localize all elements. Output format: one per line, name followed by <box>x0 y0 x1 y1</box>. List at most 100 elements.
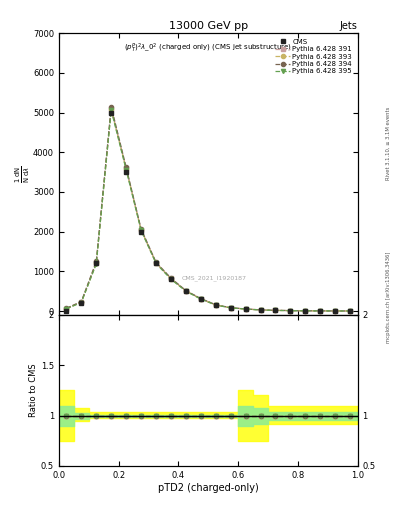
Pythia 6.428 391 <box>109 105 114 112</box>
Pythia 6.428 391 <box>318 308 323 314</box>
Pythia 6.428 391 <box>79 299 84 305</box>
Pythia 6.428 391 <box>258 307 263 313</box>
Pythia 6.428 395 <box>169 276 173 282</box>
Pythia 6.428 395 <box>273 307 278 313</box>
Pythia 6.428 394 <box>228 305 233 311</box>
Pythia 6.428 395 <box>198 296 203 302</box>
Pythia 6.428 394 <box>64 305 69 311</box>
CMS <box>333 308 338 314</box>
CMS <box>348 308 353 314</box>
Pythia 6.428 391 <box>139 227 143 233</box>
Pythia 6.428 395 <box>94 261 99 267</box>
Pythia 6.428 391 <box>169 275 173 282</box>
Pythia 6.428 395 <box>288 308 293 314</box>
Text: $(p_T^P)^2\lambda\_0^2$ (charged only) (CMS jet substructure): $(p_T^P)^2\lambda\_0^2$ (charged only) (… <box>124 42 292 55</box>
Pythia 6.428 391 <box>213 302 218 308</box>
Line: Pythia 6.428 393: Pythia 6.428 393 <box>64 108 352 313</box>
Pythia 6.428 393 <box>198 296 203 302</box>
Pythia 6.428 393 <box>109 106 114 113</box>
CMS <box>64 308 69 314</box>
Pythia 6.428 393 <box>333 308 338 314</box>
Pythia 6.428 395 <box>348 308 353 314</box>
Pythia 6.428 391 <box>243 306 248 312</box>
Pythia 6.428 394 <box>243 306 248 312</box>
Pythia 6.428 395 <box>318 308 323 314</box>
CMS <box>273 307 278 313</box>
Line: Pythia 6.428 395: Pythia 6.428 395 <box>64 108 352 313</box>
Pythia 6.428 394 <box>288 308 293 314</box>
Line: Pythia 6.428 391: Pythia 6.428 391 <box>64 106 352 313</box>
Y-axis label: $\frac{1}{\mathrm{N}}\frac{\mathrm{d}\mathrm{N}}{\mathrm{d}\lambda}$: $\frac{1}{\mathrm{N}}\frac{\mathrm{d}\ma… <box>13 165 31 183</box>
Pythia 6.428 393 <box>94 260 99 266</box>
CMS <box>303 308 308 314</box>
Pythia 6.428 394 <box>94 259 99 265</box>
Pythia 6.428 395 <box>243 306 248 312</box>
Pythia 6.428 393 <box>258 307 263 313</box>
Pythia 6.428 393 <box>348 308 353 314</box>
Pythia 6.428 395 <box>109 107 114 113</box>
Pythia 6.428 393 <box>228 305 233 311</box>
Pythia 6.428 394 <box>139 226 143 232</box>
Pythia 6.428 394 <box>348 308 353 314</box>
Pythia 6.428 391 <box>288 308 293 314</box>
Text: Jets: Jets <box>340 20 358 31</box>
Pythia 6.428 393 <box>303 308 308 314</box>
Pythia 6.428 391 <box>228 305 233 311</box>
Text: Rivet 3.1.10, ≥ 3.1M events: Rivet 3.1.10, ≥ 3.1M events <box>386 106 391 180</box>
Pythia 6.428 395 <box>139 227 143 233</box>
CMS <box>318 308 323 314</box>
Pythia 6.428 393 <box>139 227 143 233</box>
Pythia 6.428 391 <box>303 308 308 314</box>
CMS <box>139 228 143 234</box>
Pythia 6.428 394 <box>169 275 173 281</box>
CMS <box>94 260 99 266</box>
CMS <box>79 300 84 306</box>
Pythia 6.428 394 <box>213 302 218 308</box>
Pythia 6.428 395 <box>64 306 69 312</box>
Pythia 6.428 393 <box>184 288 188 294</box>
CMS <box>228 305 233 311</box>
Pythia 6.428 394 <box>109 103 114 110</box>
CMS <box>109 110 114 116</box>
Pythia 6.428 393 <box>288 308 293 314</box>
Pythia 6.428 395 <box>303 308 308 314</box>
CMS <box>288 308 293 314</box>
Pythia 6.428 391 <box>273 307 278 313</box>
Pythia 6.428 391 <box>94 260 99 266</box>
Pythia 6.428 391 <box>333 308 338 314</box>
Pythia 6.428 394 <box>198 295 203 302</box>
Pythia 6.428 395 <box>258 307 263 313</box>
Pythia 6.428 395 <box>124 167 129 173</box>
Pythia 6.428 395 <box>228 305 233 311</box>
CMS <box>243 306 248 312</box>
Pythia 6.428 393 <box>243 306 248 312</box>
CMS <box>198 296 203 302</box>
Line: CMS: CMS <box>64 110 353 313</box>
Pythia 6.428 391 <box>198 295 203 302</box>
Pythia 6.428 393 <box>213 302 218 308</box>
CMS <box>184 288 188 294</box>
Pythia 6.428 394 <box>318 308 323 314</box>
Pythia 6.428 391 <box>64 306 69 312</box>
Pythia 6.428 393 <box>169 276 173 282</box>
Pythia 6.428 395 <box>154 260 158 266</box>
Pythia 6.428 393 <box>318 308 323 314</box>
Pythia 6.428 394 <box>79 298 84 305</box>
Pythia 6.428 394 <box>258 307 263 313</box>
Text: 13000 GeV pp: 13000 GeV pp <box>169 20 248 31</box>
Pythia 6.428 391 <box>184 288 188 294</box>
CMS <box>213 302 218 308</box>
Y-axis label: Ratio to CMS: Ratio to CMS <box>29 364 38 417</box>
CMS <box>154 260 158 266</box>
Pythia 6.428 391 <box>124 165 129 171</box>
Text: CMS_2021_I1920187: CMS_2021_I1920187 <box>182 275 247 281</box>
Pythia 6.428 394 <box>333 308 338 314</box>
Pythia 6.428 393 <box>64 306 69 312</box>
Pythia 6.428 395 <box>79 300 84 306</box>
CMS <box>169 276 173 282</box>
Pythia 6.428 394 <box>303 308 308 314</box>
Pythia 6.428 393 <box>124 166 129 172</box>
Line: Pythia 6.428 394: Pythia 6.428 394 <box>64 104 352 313</box>
CMS <box>258 307 263 313</box>
Legend: CMS, Pythia 6.428 391, Pythia 6.428 393, Pythia 6.428 394, Pythia 6.428 395: CMS, Pythia 6.428 391, Pythia 6.428 393,… <box>273 37 354 76</box>
